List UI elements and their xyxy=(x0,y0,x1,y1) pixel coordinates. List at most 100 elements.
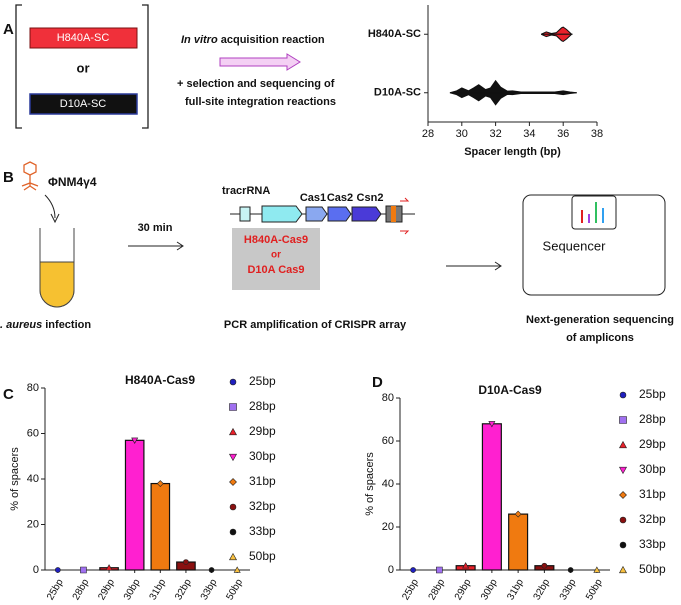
time-label: 30 min xyxy=(138,222,173,234)
x-tick-label: 25bp xyxy=(45,577,66,602)
legend-marker xyxy=(619,516,627,524)
x-tick-label: 32bp xyxy=(532,577,553,602)
y-axis-label: % of spacers xyxy=(364,452,376,516)
legend-label: 25bp xyxy=(249,374,276,388)
x-tick-label: 28bp xyxy=(71,577,92,602)
x-tick-label: 30 xyxy=(456,128,468,140)
phage-label: ΦNM4γ4 xyxy=(48,175,97,189)
step-label: of amplicons xyxy=(566,332,634,344)
data-point xyxy=(567,567,574,573)
y-tick-label: 0 xyxy=(33,564,39,576)
bar xyxy=(124,439,145,571)
legend-label: 28bp xyxy=(639,412,666,426)
category-label: H840A-SC xyxy=(368,28,421,40)
variant-label: D10A Cas9 xyxy=(247,264,304,276)
arrow xyxy=(219,53,301,71)
panel-label: B xyxy=(3,169,14,186)
sequencer-label: Sequencer xyxy=(543,238,607,253)
legend-marker xyxy=(229,528,237,536)
gene-label: tracrRNA xyxy=(222,185,270,197)
y-axis-label: % of spacers xyxy=(9,447,21,511)
data-point xyxy=(131,437,139,444)
data-point xyxy=(593,566,601,573)
sample-box xyxy=(29,27,138,49)
x-tick-label: 30bp xyxy=(122,577,143,602)
data-point xyxy=(156,480,164,487)
variant-box xyxy=(232,228,320,290)
data-point xyxy=(80,566,87,574)
legend-label: 32bp xyxy=(639,512,666,526)
x-tick-label: 32 xyxy=(489,128,501,140)
legend-marker xyxy=(228,552,238,561)
phage-icon xyxy=(21,161,39,191)
screen xyxy=(571,195,617,230)
x-tick-label: 28bp xyxy=(427,577,448,602)
category-label: D10A-SC xyxy=(374,87,421,99)
violin-half xyxy=(449,79,577,94)
y-tick-label: 40 xyxy=(382,478,394,490)
step-label: + selection and sequencing of xyxy=(177,78,335,90)
step-label: Next-generation sequencing xyxy=(526,314,674,326)
bar xyxy=(508,513,529,571)
legend-marker xyxy=(619,491,627,499)
legend-marker xyxy=(619,541,627,549)
arrow xyxy=(128,241,184,251)
or-label: or xyxy=(77,60,90,75)
panel-label: D xyxy=(372,374,383,391)
y-tick-label: 20 xyxy=(382,521,394,533)
sample-label: H840A-SC xyxy=(57,32,110,44)
data-point xyxy=(410,567,416,573)
arrow xyxy=(446,261,502,271)
x-tick-label: 31bp xyxy=(148,577,169,602)
x-tick-label: 31bp xyxy=(505,577,526,602)
legend-label: 28bp xyxy=(249,399,276,413)
infection-italic: . aureus xyxy=(0,319,42,331)
data-point xyxy=(462,562,470,569)
x-tick-label: 33bp xyxy=(558,577,579,602)
x-axis-label: Spacer length (bp) xyxy=(464,146,561,158)
legend-label: 33bp xyxy=(249,524,276,538)
legend-marker xyxy=(619,416,627,424)
data-point xyxy=(208,567,215,573)
y-tick-label: 40 xyxy=(27,473,39,485)
legend-marker xyxy=(619,391,627,399)
screen-bars xyxy=(581,202,604,223)
arrow xyxy=(44,194,56,219)
step-label: PCR amplification of CRISPR array xyxy=(224,319,407,331)
legend-marker xyxy=(618,440,628,449)
variant-label: H840A-Cas9 xyxy=(244,234,308,246)
bar xyxy=(150,482,171,571)
y-tick-label: 80 xyxy=(27,382,39,394)
legend-label: 33bp xyxy=(639,537,666,551)
x-tick-label: 38 xyxy=(591,128,603,140)
violin-half xyxy=(541,26,573,35)
x-tick-label: 29bp xyxy=(453,577,474,602)
sequencer-box xyxy=(522,194,666,296)
x-tick-label: 33bp xyxy=(199,577,220,602)
gene xyxy=(261,205,303,223)
legend-marker xyxy=(229,403,237,411)
legend-marker xyxy=(618,466,628,475)
violin-half xyxy=(541,33,573,43)
y-tick-label: 60 xyxy=(382,435,394,447)
x-tick-label: 25bp xyxy=(400,577,421,602)
legend-marker xyxy=(618,565,628,574)
legend-label: 50bp xyxy=(249,549,276,563)
chart-title: H840A-Cas9 xyxy=(125,373,195,387)
legend-label: 32bp xyxy=(249,499,276,513)
legend-marker xyxy=(229,478,237,486)
legend-label: 31bp xyxy=(249,474,276,488)
x-tick-label: 50bp xyxy=(224,577,245,602)
gene-label: Cas2 xyxy=(327,192,353,204)
legend-label: 25bp xyxy=(639,387,666,401)
reaction-italic: In vitro xyxy=(181,34,218,46)
legend-label: 30bp xyxy=(249,449,276,463)
x-tick-label: 34 xyxy=(523,128,535,140)
legend-marker xyxy=(228,453,238,462)
violin-half xyxy=(449,92,577,106)
data-point xyxy=(541,562,548,569)
legend-label: 30bp xyxy=(639,462,666,476)
infection-rest: infection xyxy=(45,319,91,331)
legend-label: 29bp xyxy=(249,424,276,438)
